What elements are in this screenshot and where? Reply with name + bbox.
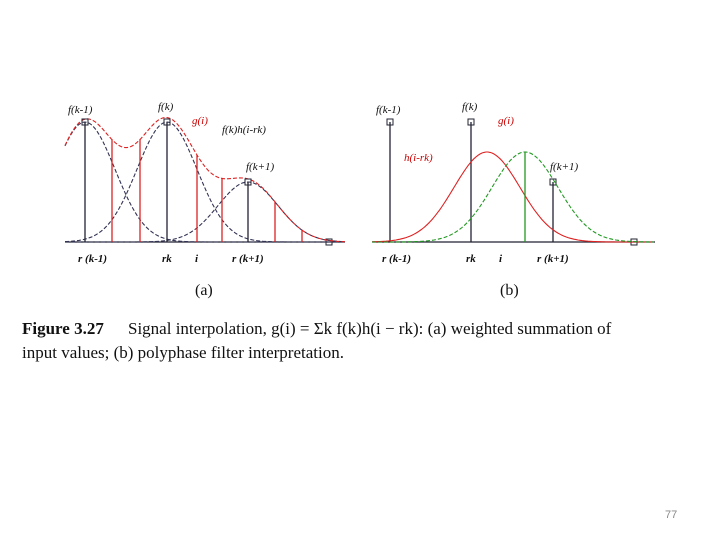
axis-label: r (k-1)	[382, 253, 411, 265]
kernel-curve	[64, 121, 345, 243]
filter-curve	[371, 151, 654, 243]
label: f(k+1)	[550, 161, 579, 173]
panel-tag: (a)	[195, 282, 213, 299]
label: g(i)	[498, 115, 514, 127]
label: f(k+1)	[246, 161, 275, 173]
axis-label: rk	[162, 253, 172, 265]
marker	[244, 178, 252, 186]
label: f(k-1)	[376, 104, 401, 116]
axis-label: r (k+1)	[537, 253, 569, 265]
label: h(i-rk)	[404, 152, 433, 164]
label: f(k)h(i-rk)	[222, 124, 266, 136]
marker	[81, 118, 89, 126]
marker	[549, 178, 557, 186]
axis-label: r (k+1)	[232, 253, 264, 265]
caption-text: Signal interpolation, g(i) = Σk f(k)h(i …	[128, 319, 612, 338]
axis-label: r (k-1)	[78, 253, 107, 265]
axis-label: rk	[466, 253, 476, 265]
marker	[163, 118, 171, 126]
label: f(k-1)	[68, 104, 93, 116]
kernel-curve	[65, 181, 346, 243]
axis-label: i	[499, 253, 503, 265]
label: f(k)	[158, 101, 174, 113]
marker	[467, 118, 475, 126]
caption-label: Figure 3.27	[22, 319, 104, 338]
caption-text: input values; (b) polyphase filter inter…	[22, 343, 344, 362]
figure: f(k-1) f(k) g(i) f(k)h(i-rk) f(k+1) r (k…	[64, 101, 655, 299]
axis-label: i	[195, 253, 199, 265]
page-number: 77	[665, 509, 677, 521]
shifted-filter-curve	[372, 151, 655, 243]
label: f(k)	[462, 101, 478, 113]
panel-tag: (b)	[500, 282, 519, 299]
marker	[386, 118, 394, 126]
kernel-curve	[64, 121, 345, 243]
interp-curve	[64, 116, 346, 243]
label: g(i)	[192, 115, 208, 127]
